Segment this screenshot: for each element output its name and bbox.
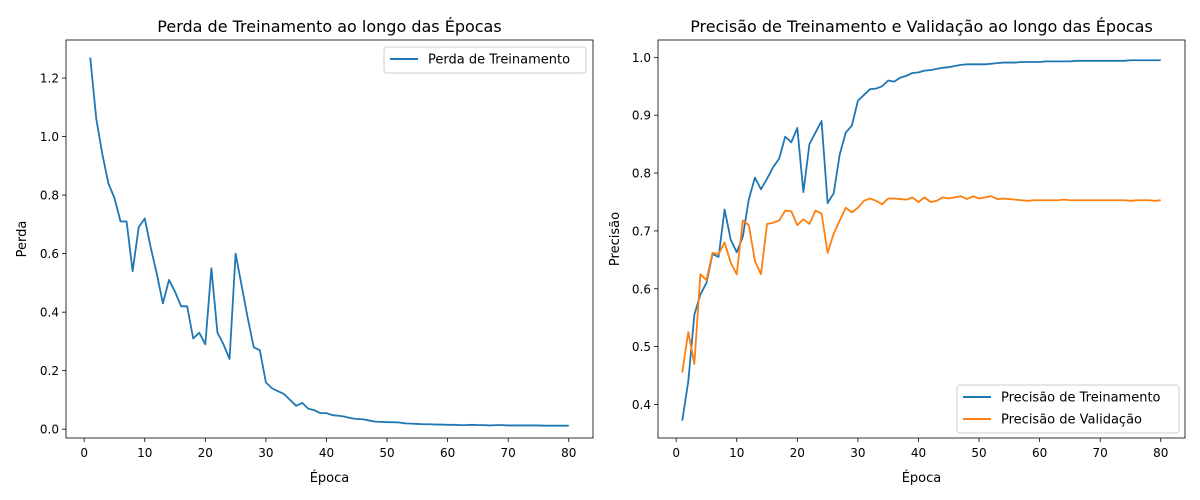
accuracy-lines [681,59,1161,421]
loss-x-tick-label: 70 [501,446,516,460]
accuracy-x-tick-label: 80 [1153,446,1168,460]
accuracy-series-line-0 [681,59,1161,421]
loss-series-line-0 [89,57,569,427]
loss-x-tick-label: 60 [440,446,455,460]
accuracy-x-ticks: 0 10 20 30 40 50 60 70 80 [672,438,1168,460]
accuracy-series-line-1 [681,195,1161,373]
loss-x-tick-label: 40 [319,446,334,460]
loss-y-tick-label: 0.4 [40,306,59,320]
loss-x-tick-label: 80 [561,446,576,460]
accuracy-chart: Precisão de Treinamento e Validação ao l… [608,17,1186,486]
accuracy-y-tick-label: 0.8 [632,167,651,181]
loss-chart-title: Perda de Treinamento ao longo das Épocas [157,17,501,36]
loss-y-tick-label: 1.0 [40,130,59,144]
accuracy-y-tick-label: 0.6 [632,282,651,296]
loss-legend-box [383,46,587,74]
loss-x-tick-label: 20 [198,446,213,460]
accuracy-plot-area [657,39,1186,439]
accuracy-x-axis-label: Época [902,470,942,486]
accuracy-x-tick-label: 30 [850,446,865,460]
accuracy-legend-label-val: Precisão de Validação [1001,413,1142,428]
loss-y-axis-label: Perda [15,221,30,258]
loss-y-tick-label: 1.2 [40,72,59,86]
accuracy-x-tick-label: 70 [1093,446,1108,460]
loss-y-tick-label: 0.2 [40,364,59,378]
loss-x-tick-label: 50 [379,446,394,460]
accuracy-y-tick-label: 0.9 [632,109,651,123]
accuracy-y-tick-label: 0.5 [632,340,651,354]
loss-plot-area [65,39,594,439]
accuracy-x-tick-label: 10 [729,446,744,460]
loss-y-tick-label: 0.0 [40,423,59,437]
accuracy-y-tick-label: 0.4 [632,398,651,412]
accuracy-y-tick-label: 1.0 [632,51,651,65]
accuracy-x-tick-label: 20 [790,446,805,460]
loss-legend-label: Perda de Treinamento [428,53,570,68]
loss-x-tick-label: 0 [80,446,88,460]
accuracy-y-axis-label: Precisão [608,212,623,266]
accuracy-x-tick-label: 40 [911,446,926,460]
accuracy-x-tick-label: 0 [672,446,680,460]
loss-y-ticks: 0.0 0.2 0.4 0.6 0.8 1.0 1.2 [40,72,66,437]
accuracy-chart-title: Precisão de Treinamento e Validação ao l… [690,17,1153,36]
accuracy-x-tick-label: 60 [1032,446,1047,460]
loss-x-ticks: 0 10 20 30 40 50 60 70 80 [80,438,576,460]
loss-x-tick-label: 30 [258,446,273,460]
accuracy-legend-label-train: Precisão de Treinamento [1001,391,1161,406]
loss-y-tick-label: 0.6 [40,247,59,261]
accuracy-y-ticks: 0.4 0.5 0.6 0.7 0.8 0.9 1.0 [632,51,658,412]
accuracy-x-tick-label: 50 [971,446,986,460]
loss-x-axis-label: Época [310,470,350,486]
loss-y-tick-label: 0.8 [40,189,59,203]
loss-legend: Perda de Treinamento [383,46,587,74]
loss-x-tick-label: 10 [137,446,152,460]
accuracy-legend: Precisão de Treinamento Precisão de Vali… [956,384,1180,434]
accuracy-legend-box [956,384,1180,434]
loss-lines [89,57,569,427]
loss-chart: Perda de Treinamento ao longo das Épocas… [15,17,594,486]
accuracy-y-tick-label: 0.7 [632,224,651,238]
